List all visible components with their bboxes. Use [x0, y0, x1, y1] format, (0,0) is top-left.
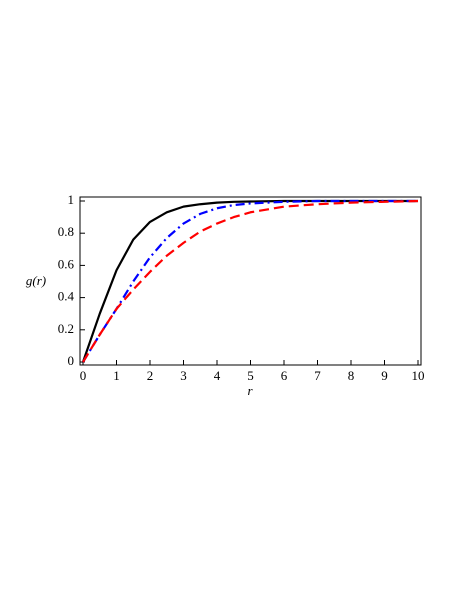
x-tick-label: 4: [214, 368, 221, 383]
x-tick-label: 1: [113, 368, 120, 383]
x-tick-label: 7: [314, 368, 321, 383]
x-tick-label: 10: [412, 368, 425, 383]
plot-frame: [79, 196, 422, 366]
line-series: [82, 199, 419, 363]
y-tick-label: 0: [68, 353, 75, 368]
y-tick-label: 0.4: [58, 289, 75, 304]
x-tick-label: 3: [180, 368, 187, 383]
line-series: [82, 199, 418, 363]
y-tick-label: 0.6: [58, 256, 75, 271]
y-axis-label: g(r): [26, 273, 46, 288]
y-tick-label: 1: [68, 192, 75, 207]
x-axis-label: r: [247, 383, 253, 398]
x-tick-label: 6: [281, 368, 288, 383]
line-series: [81, 199, 418, 363]
x-tick-label: 8: [348, 368, 355, 383]
y-tick-label: 0.2: [58, 321, 74, 336]
y-tick-label: 0.8: [58, 224, 74, 239]
x-tick-label: 5: [247, 368, 254, 383]
x-tick-label: 9: [381, 368, 388, 383]
x-tick-label: 2: [147, 368, 154, 383]
x-tick-label: 0: [80, 368, 87, 383]
